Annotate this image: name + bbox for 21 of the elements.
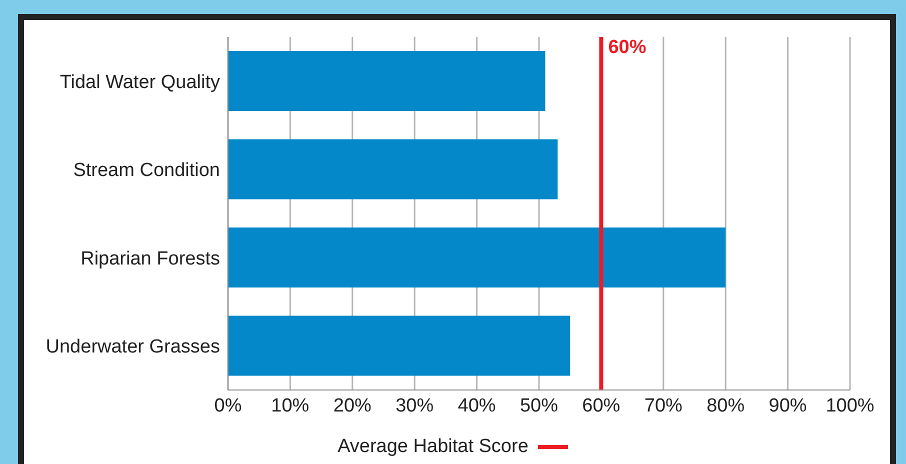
x-tick-label: 50% <box>520 395 558 416</box>
x-tick-label: 40% <box>458 395 496 416</box>
y-tick-label: Stream Condition <box>73 160 220 182</box>
x-tick-label: 60% <box>582 395 620 416</box>
x-tick-label: 70% <box>644 395 683 416</box>
x-tick-label: 100% <box>826 395 874 416</box>
x-tick-label: 10% <box>271 395 310 416</box>
x-tick-label: 80% <box>706 395 745 416</box>
y-tick-label: Riparian Forests <box>80 248 220 270</box>
x-tick-label: 30% <box>396 395 434 416</box>
x-tick-label: 90% <box>768 395 807 416</box>
bar <box>228 316 570 376</box>
bar <box>228 139 558 200</box>
x-tick-label: 20% <box>333 395 372 416</box>
y-tick-label: Tidal Water Quality <box>60 72 220 93</box>
bar <box>228 228 726 288</box>
y-tick-label: Underwater Grasses <box>46 336 220 358</box>
bar <box>228 51 546 111</box>
annotation: 60% <box>608 37 646 58</box>
x-tick-label: 0% <box>214 395 242 416</box>
legend-label: Average Habitat Score <box>338 436 528 458</box>
